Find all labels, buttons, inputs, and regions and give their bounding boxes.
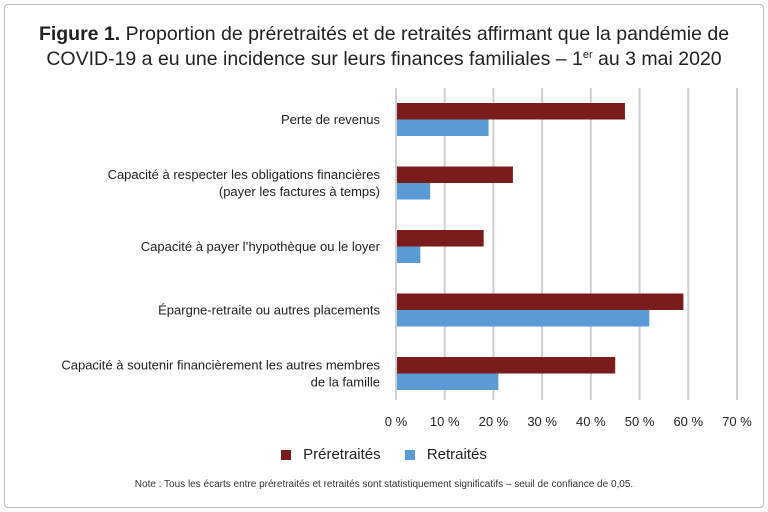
bar-preretraites-1 <box>396 166 513 183</box>
legend-label-retraites: Retraités <box>426 446 487 463</box>
bar-retraites-3 <box>396 310 650 327</box>
x-tick-label-4: 40 % <box>576 414 606 429</box>
legend-item-retraites: Retraités <box>404 446 487 463</box>
category-label-2: Capacité à payer l’hypothèque ou le loye… <box>141 239 381 254</box>
footnote: Note : Tous les écarts entre préretraité… <box>134 479 634 490</box>
figure-frame <box>4 4 764 508</box>
category-label-4-line-1: de la famille <box>311 375 380 390</box>
legend: Préretraités Retraités <box>0 446 768 464</box>
title-text-2b: au 3 mai 2020 <box>592 48 722 70</box>
legend-swatch-preretraites <box>281 449 292 460</box>
figure-label: Figure 1. <box>38 23 121 45</box>
bar-preretraites-0 <box>396 103 625 120</box>
title-superscript: er <box>582 49 593 61</box>
category-label-3: Épargne-retraite ou autres placements <box>158 303 380 318</box>
title-text-1: Proportion de préretraités et de retrait… <box>125 23 730 45</box>
title-line-1: Figure 1. Proportion de préretraités et … <box>0 22 768 47</box>
category-label-1-line-0: Capacité à respecter les obligations fin… <box>108 167 381 182</box>
x-tick-label-1: 10 % <box>430 414 460 429</box>
x-tick-label-0: 0 % <box>385 414 408 429</box>
legend-label-preretraites: Préretraités <box>303 446 381 463</box>
x-tick-label-3: 30 % <box>527 414 557 429</box>
x-tick-label-5: 50 % <box>625 414 655 429</box>
x-tick-label-2: 20 % <box>479 414 509 429</box>
bar-preretraites-4 <box>396 357 616 374</box>
legend-item-preretraites: Préretraités <box>281 446 381 463</box>
x-tick-label-6: 60 % <box>673 414 703 429</box>
bar-preretraites-3 <box>396 293 684 310</box>
title-text-2a: COVID-19 a eu une incidence sur leurs fi… <box>46 48 583 70</box>
bar-retraites-4 <box>396 373 499 390</box>
category-label-4-line-0: Capacité à soutenir financièrement les a… <box>61 358 380 373</box>
x-tick-label-7: 70 % <box>722 414 752 429</box>
category-label-0: Perte de revenus <box>281 112 381 127</box>
title-line-2: COVID-19 a eu une incidence sur leurs fi… <box>0 47 768 72</box>
bar-preretraites-2 <box>396 230 484 247</box>
chart-title: Figure 1. Proportion de préretraités et … <box>0 22 768 72</box>
bar-retraites-2 <box>396 246 421 263</box>
bar-retraites-0 <box>396 119 489 136</box>
legend-swatch-retraites <box>404 449 415 460</box>
category-label-1-line-1: (payer les factures à temps) <box>219 184 380 199</box>
bar-retraites-1 <box>396 183 431 200</box>
